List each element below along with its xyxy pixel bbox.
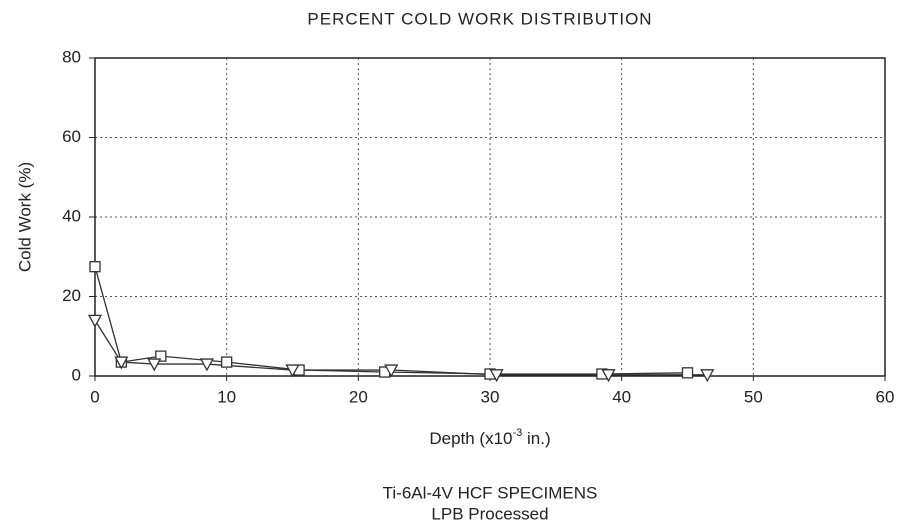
x-tick-label: 0 <box>90 387 99 406</box>
x-axis-label-sup: -3 <box>513 427 523 439</box>
x-axis-label-text: in.) <box>522 429 550 448</box>
note: LPB Processed <box>431 504 548 523</box>
x-axis-label: Depth (x10-3 in.) <box>429 427 550 449</box>
marker <box>199 358 215 372</box>
y-tick-label: 20 <box>62 286 81 305</box>
marker <box>89 261 101 273</box>
marker <box>155 350 167 362</box>
x-tick-label: 40 <box>612 387 631 406</box>
marker <box>87 314 103 328</box>
marker <box>114 356 129 370</box>
marker <box>489 369 504 383</box>
marker <box>384 364 399 378</box>
marker <box>681 367 694 379</box>
y-tick-label: 80 <box>62 47 81 66</box>
x-tick-label: 50 <box>744 387 763 406</box>
x-tick-label: 20 <box>349 387 368 406</box>
marker <box>147 358 162 372</box>
x-tick-label: 10 <box>217 387 236 406</box>
series-line <box>94 266 688 375</box>
x-tick-label: 30 <box>481 387 500 406</box>
note: Ti-6Al-4V HCF SPECIMENS <box>383 483 598 502</box>
x-axis-label-text: Depth (x10 <box>429 429 512 448</box>
y-tick-label: 0 <box>72 365 81 384</box>
chart-title: PERCENT COLD WORK DISTRIBUTION <box>307 9 652 28</box>
marker <box>221 356 233 368</box>
x-tick-label: 60 <box>876 387 895 406</box>
marker <box>700 369 715 383</box>
y-tick-label: 40 <box>62 206 81 225</box>
marker <box>601 369 616 383</box>
series-line <box>94 320 708 376</box>
y-tick-label: 60 <box>62 127 81 146</box>
y-axis-label: Cold Work (%) <box>15 162 34 272</box>
marker <box>285 364 300 378</box>
